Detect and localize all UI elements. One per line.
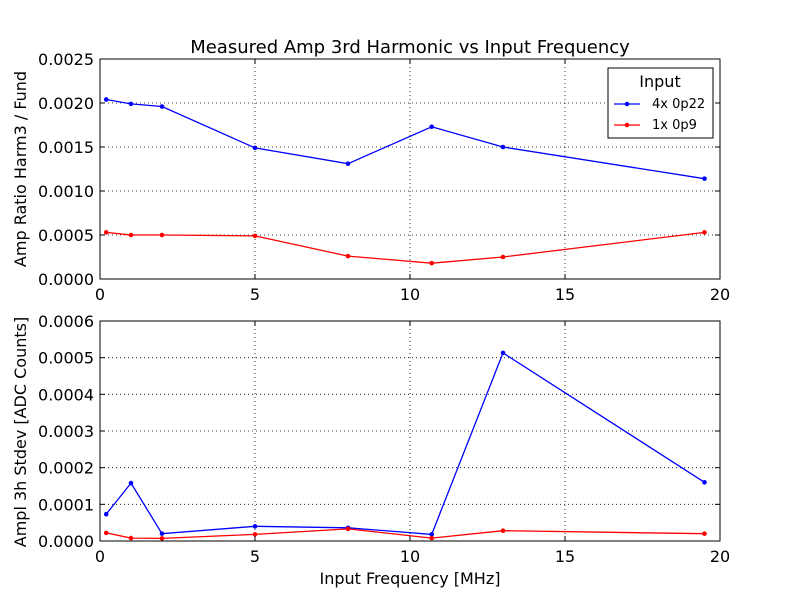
top-x-tick-label: 5	[250, 285, 260, 304]
bottom-y-tick-label: 0.0002	[38, 459, 94, 478]
legend-title: Input	[639, 72, 680, 91]
top-series-point-0	[702, 176, 707, 181]
bottom-axes-frame	[99, 320, 721, 542]
legend-entry-1: 1x 0p9	[614, 118, 697, 133]
top-y-tick-label: 0.0005	[38, 226, 94, 245]
bottom-y-tick-label: 0.0000	[38, 532, 94, 551]
bottom-y-tick-label: 0.0006	[38, 312, 94, 331]
bottom-series-point-1	[500, 528, 506, 534]
top-series-point-0	[159, 104, 165, 109]
top-x-tick-label: 0	[95, 285, 105, 304]
bottom-series-point-1	[252, 532, 258, 537]
bottom-series-point-0	[128, 480, 134, 486]
top-series-point-1	[429, 260, 435, 266]
bottom-series-point-1	[702, 531, 707, 536]
legend: Input 4x 0p22 1x 0p9	[607, 67, 714, 139]
bottom-x-tick-label: 10	[400, 547, 420, 566]
top-series-point-0	[128, 101, 134, 107]
top-series-line-0	[106, 98, 705, 180]
bottom-series-point-0	[702, 480, 707, 485]
bottom-series-point-1	[103, 530, 109, 536]
top-y-axis-label: Amp Ratio Harm3 / Fund	[11, 71, 30, 267]
top-series-point-1	[345, 253, 351, 259]
top-axes-frame	[99, 58, 721, 280]
legend-marker-0	[624, 101, 630, 107]
bottom-y-tick-label: 0.0004	[38, 385, 94, 404]
top-series-point-1	[252, 233, 258, 239]
bottom-series-point-0	[103, 511, 109, 517]
top-series-point-1	[702, 230, 707, 235]
top-ticks: 0 5 10 15 20 0.0000 0.0005 0.0010 0.0015 0.0020 0.…	[38, 50, 730, 304]
top-series-point-1	[103, 230, 109, 235]
bottom-x-tick-label: 0	[95, 547, 105, 566]
top-y-tick-label: 0.0000	[38, 270, 94, 289]
bottom-series-point-0	[159, 531, 165, 536]
legend-label-1: 1x 0p9	[652, 118, 697, 133]
bottom-y-tick-label: 0.0001	[38, 495, 94, 514]
bottom-grid	[100, 321, 720, 541]
legend-marker-1	[624, 122, 630, 128]
bottom-y-tick-label: 0.0003	[38, 422, 94, 441]
top-series-point-0	[252, 145, 258, 151]
chart-title: Measured Amp 3rd Harmonic vs Input Frequ…	[190, 37, 630, 58]
bottom-series-point-1	[429, 535, 435, 541]
bottom-x-tick-label: 20	[710, 547, 730, 566]
bottom-series-point-0	[500, 350, 506, 356]
bottom-y-tick-label: 0.0005	[38, 349, 94, 368]
bottom-x-tick-label: 15	[555, 547, 575, 566]
top-x-tick-label: 10	[400, 285, 420, 304]
bottom-series-point-0	[252, 524, 258, 529]
bottom-series-point-1	[159, 536, 165, 541]
top-series-point-1	[159, 232, 165, 238]
bottom-ticks: 0 5 10 15 20 0.0000 0.0001 0.0002 0.0003 0.0004 0.…	[38, 312, 730, 566]
bottom-series-point-1	[345, 526, 351, 532]
x-axis-label: Input Frequency [MHz]	[320, 569, 501, 588]
top-series-line-1	[106, 231, 705, 264]
top-x-tick-label: 20	[710, 285, 730, 304]
top-series-point-0	[500, 144, 506, 150]
bottom-series-line-0	[105, 351, 705, 536]
bottom-series-line-1	[106, 528, 705, 540]
bottom-x-tick-label: 5	[250, 547, 260, 566]
top-y-tick-label: 0.0020	[38, 94, 94, 113]
legend-label-0: 4x 0p22	[652, 97, 705, 112]
top-series-point-0	[103, 97, 109, 102]
top-series-layer	[103, 97, 707, 266]
top-y-tick-label: 0.0015	[38, 138, 94, 157]
bottom-series-layer	[103, 350, 707, 541]
bottom-y-axis-label: Ampl 3h Stdev [ADC Counts]	[11, 317, 30, 547]
bottom-subplot: 0 5 10 15 20 0.0000 0.0001 0.0002 0.0003 0.0004 0.…	[11, 312, 730, 566]
top-series-point-1	[500, 254, 506, 260]
bottom-series-point-0	[429, 532, 435, 537]
top-x-tick-label: 15	[555, 285, 575, 304]
bottom-series-point-1	[128, 535, 134, 541]
top-series-point-1	[128, 232, 134, 238]
legend-entry-0: 4x 0p22	[614, 97, 705, 112]
top-y-tick-label: 0.0010	[38, 182, 94, 201]
top-series-point-0	[429, 124, 435, 130]
top-series-point-0	[345, 161, 351, 167]
top-y-tick-label: 0.0025	[38, 50, 94, 69]
